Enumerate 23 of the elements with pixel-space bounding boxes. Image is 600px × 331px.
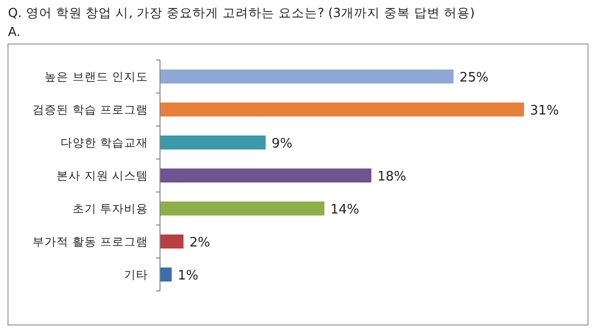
y-tick-label: 부가적 활동 프로그램 xyxy=(32,234,148,248)
data-label: 18% xyxy=(377,170,406,184)
text: A. xyxy=(8,24,20,39)
data-label: 25% xyxy=(460,70,488,86)
data-label: 31% xyxy=(530,104,559,118)
y-tick-label: 초기 투자비용 xyxy=(72,202,148,216)
bar xyxy=(160,234,184,248)
chart-title: Q. 영어 학원 창업 시, 가장 중요하게 고려하는 요소는? (3개까지 중복 답변 허용) xyxy=(8,5,475,20)
y-tick-label: 기타 xyxy=(124,268,148,282)
data-label: 9% xyxy=(272,136,292,152)
y-tick-label: 검증된 학습 프로그램 xyxy=(32,102,148,116)
y-tick-label: 본사 지원 시스템 xyxy=(56,168,148,182)
bar xyxy=(160,202,324,216)
bar xyxy=(160,168,372,182)
bar xyxy=(160,70,454,84)
bar xyxy=(160,136,266,150)
bar xyxy=(160,102,524,116)
bar xyxy=(160,268,172,282)
data-label: 1% xyxy=(178,268,198,284)
data-label: 14% xyxy=(330,202,360,218)
y-tick-label: 높은 브랜드 인지도 xyxy=(44,70,148,84)
y-tick-label: 다양한 학습교재 xyxy=(60,136,148,150)
data-label: 2% xyxy=(189,236,210,250)
